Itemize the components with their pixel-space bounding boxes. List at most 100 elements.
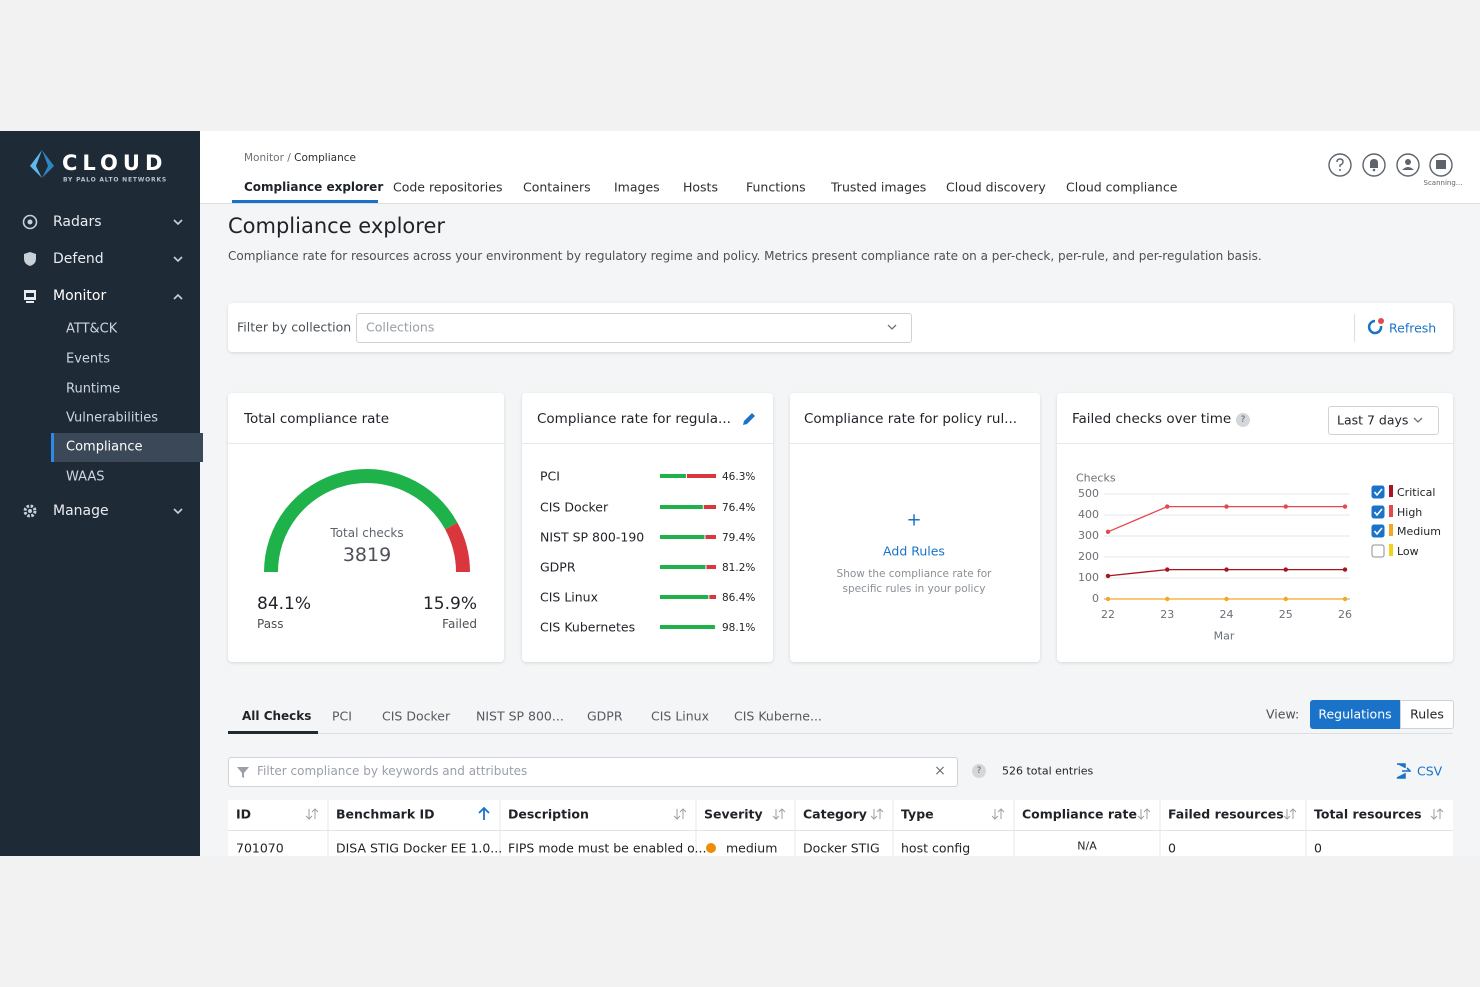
header-tab[interactable]: Images <box>614 180 660 195</box>
nav-manage[interactable]: Manage <box>53 503 109 519</box>
header-tab[interactable]: Functions <box>746 180 806 195</box>
column-header[interactable]: Type <box>901 807 934 822</box>
view-regulations-text: Regulations <box>1318 707 1391 722</box>
failed-rate: 15.9% <box>423 594 477 614</box>
page-bottom <box>0 856 1480 987</box>
results-tab[interactable]: CIS Linux <box>651 709 709 724</box>
header-tab[interactable]: Hosts <box>683 180 718 195</box>
page-description: Compliance rate for resources across you… <box>228 249 1262 263</box>
results-tab[interactable]: CIS Docker <box>382 709 450 724</box>
help-icon[interactable]: ? <box>1236 413 1250 427</box>
header-tab[interactable]: Containers <box>523 180 591 195</box>
nav-defend[interactable]: Defend <box>53 251 104 267</box>
nav-compliance[interactable]: Compliance <box>66 440 143 455</box>
logo-text: CLOUD <box>62 151 167 175</box>
header-tab[interactable]: Compliance explorer <box>244 180 383 194</box>
collection-select[interactable] <box>356 313 912 343</box>
manage-icon <box>22 503 38 519</box>
view-label: View: <box>1266 707 1299 722</box>
results-tab[interactable]: CIS Kuberne... <box>734 709 822 724</box>
regulation-rate: 98.1% <box>722 622 755 634</box>
nav-monitor[interactable]: Monitor <box>53 288 106 304</box>
nav-waas[interactable]: WAAS <box>66 470 105 485</box>
gauge-label: Total checks <box>330 526 403 540</box>
card-title: Total compliance rate <box>244 411 389 427</box>
total-checks: 3819 <box>343 544 391 566</box>
csv-export[interactable]: CSV <box>1417 764 1442 779</box>
table-cell: host config <box>901 841 970 856</box>
column-header[interactable]: Category <box>803 807 867 822</box>
range-chevron <box>1411 414 1425 426</box>
total-entries: 526 total entries <box>1002 765 1093 778</box>
x-axis-label: Mar <box>1214 630 1235 643</box>
filter-divider <box>1354 314 1355 342</box>
regulation-rate: 86.4% <box>722 592 755 604</box>
table-cell: 701070 <box>236 841 284 856</box>
header-tab[interactable]: Code repositories <box>393 180 502 195</box>
view-rules-text: Rules <box>1410 707 1444 722</box>
edit-icon[interactable] <box>741 411 757 427</box>
collection-placeholder: Collections <box>366 320 434 335</box>
column-header[interactable]: Benchmark ID <box>336 807 435 822</box>
regulation-rate: 76.4% <box>722 502 755 514</box>
search-placeholder: Filter compliance by keywords and attrib… <box>257 764 527 778</box>
nav-radars[interactable]: Radars <box>53 214 102 230</box>
pass-label: Pass <box>257 617 284 631</box>
breadcrumb-parent[interactable]: Monitor <box>244 152 284 164</box>
header-tab[interactable]: Trusted images <box>831 180 926 195</box>
results-tab[interactable]: PCI <box>332 709 352 724</box>
refresh-button[interactable]: Refresh <box>1389 321 1436 336</box>
csv-icon <box>1395 763 1411 779</box>
results-tab[interactable]: GDPR <box>587 709 623 724</box>
refresh-icon <box>1366 317 1386 337</box>
defend-icon <box>22 251 38 267</box>
add-rules-link[interactable]: Add Rules <box>883 544 945 559</box>
y-axis-label: Checks <box>1076 472 1116 485</box>
nav-events[interactable]: Events <box>66 352 110 367</box>
results-tab[interactable]: All Checks <box>242 709 311 723</box>
add-icon[interactable]: + <box>906 510 921 531</box>
clear-search[interactable]: × <box>934 763 946 779</box>
header-icons <box>1326 151 1456 179</box>
breadcrumb-current: Compliance <box>294 152 356 164</box>
regulation-name: CIS Docker <box>540 500 608 515</box>
scan-status: Scanning... <box>1424 179 1463 187</box>
card-title: Compliance rate for regula... <box>537 411 731 427</box>
policy-help: Show the compliance rate for specific ru… <box>834 567 994 597</box>
regulation-name: CIS Kubernetes <box>540 620 635 635</box>
table-header-divider <box>228 830 1453 831</box>
table-cell: 0 <box>1168 841 1176 856</box>
column-header[interactable]: ID <box>236 807 251 822</box>
table-cell: medium <box>726 841 777 856</box>
logo-subtitle: BY PALO ALTO NETWORKS <box>63 177 167 184</box>
column-header[interactable]: Total resources <box>1314 807 1422 822</box>
select-chevron <box>885 321 899 333</box>
regulation-name: CIS Linux <box>540 590 598 605</box>
table-cell: DISA STIG Docker EE 1.0... <box>336 841 502 856</box>
results-tab[interactable]: NIST SP 800... <box>476 709 564 724</box>
help-icon[interactable]: ? <box>972 764 986 778</box>
active-tab-underline <box>232 200 378 203</box>
column-header[interactable]: Severity <box>704 807 763 822</box>
radars-icon <box>22 214 38 230</box>
nav-attack[interactable]: ATT&CK <box>66 322 117 337</box>
pass-rate: 84.1% <box>257 594 311 614</box>
nav-runtime[interactable]: Runtime <box>66 382 120 397</box>
regulation-name: PCI <box>540 469 560 484</box>
active-results-tab <box>228 731 318 734</box>
table-cell: 0 <box>1314 841 1322 856</box>
nav-vulnerabilities[interactable]: Vulnerabilities <box>66 411 158 426</box>
regulation-rate: 79.4% <box>722 532 755 544</box>
regulation-name: NIST SP 800-190 <box>540 530 644 545</box>
card-title: Failed checks over time <box>1072 411 1231 427</box>
card-title: Compliance rate for policy rul... <box>804 411 1017 427</box>
column-header[interactable]: Failed resources <box>1168 807 1284 822</box>
header-tab[interactable]: Cloud discovery <box>946 180 1046 195</box>
monitor-icon <box>22 288 38 304</box>
header-tab[interactable]: Cloud compliance <box>1066 180 1177 195</box>
breadcrumb-separator: / <box>287 152 291 164</box>
column-header[interactable]: Compliance rate <box>1022 807 1137 822</box>
column-header[interactable]: Description <box>508 807 589 822</box>
logo-icon <box>28 148 56 180</box>
